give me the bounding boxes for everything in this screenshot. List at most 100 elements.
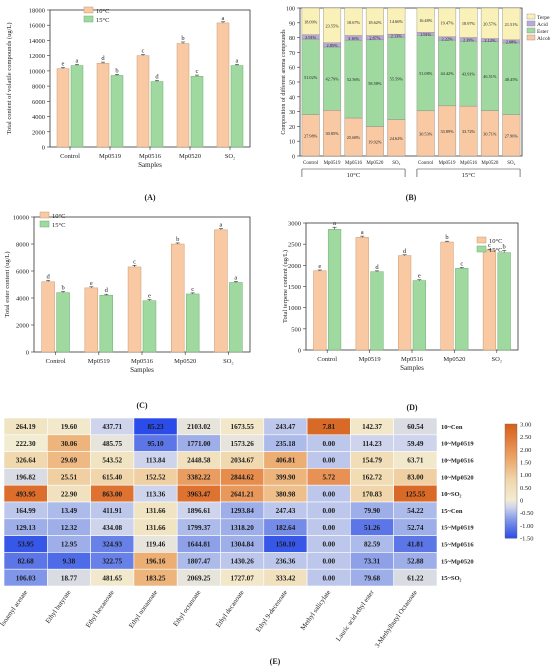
bar xyxy=(482,249,497,351)
y-tick-label: 2000 xyxy=(32,129,45,136)
colorbar-step xyxy=(505,484,517,488)
significance-letter: e xyxy=(418,273,421,280)
stacked-segment xyxy=(387,7,406,35)
y-tick-label: 10000 xyxy=(29,68,45,75)
y-tick-label: 50 xyxy=(289,81,295,87)
bar xyxy=(56,68,70,148)
y-tick-label: 4000 xyxy=(16,296,29,303)
heatmap-row-label: 10~Mp0519 xyxy=(441,441,474,448)
colorbar-tick-label: 1.50 xyxy=(520,460,531,467)
bar xyxy=(99,295,114,353)
heatmap-cell-value: 5.72 xyxy=(322,474,335,482)
heatmap-cell-value: 61.22 xyxy=(407,574,424,582)
x-tick-label: Control xyxy=(60,153,80,160)
significance-letter: c xyxy=(460,260,463,267)
heatmap-cell-value: 333.42 xyxy=(276,574,296,582)
colorbar-step xyxy=(505,503,517,507)
significance-letter: d xyxy=(375,264,379,271)
segment-label: 23.55% xyxy=(325,23,339,28)
segment-label: 30.71% xyxy=(483,131,497,136)
segment-label: 43.91% xyxy=(462,72,476,77)
y-tick-label: 1500 xyxy=(288,284,301,291)
heatmap-cell-value: 162.72 xyxy=(362,474,382,482)
colorbar-step xyxy=(505,479,517,482)
heatmap-cell-value: 0.00 xyxy=(322,490,335,498)
heatmap-cell-value: 63.71 xyxy=(407,457,424,465)
x-tick-label: Mp0516 xyxy=(460,161,477,166)
bar xyxy=(398,255,412,351)
heatmap-cell-value: 1673.55 xyxy=(230,423,254,431)
colorbar-step xyxy=(505,505,517,509)
heatmap-cell-value: 324.93 xyxy=(102,541,122,549)
bar xyxy=(185,293,200,353)
colorbar-step xyxy=(505,437,517,440)
heatmap-cell-value: 114.23 xyxy=(362,440,382,448)
colorbar-tick-label: 2.50 xyxy=(520,434,531,441)
colorbar-step xyxy=(505,519,517,522)
y-tick-label: 8000 xyxy=(16,242,29,249)
x-axis-label: Samples xyxy=(130,366,154,374)
colorbar-step xyxy=(505,530,517,533)
heatmap-cell-value: 131.66 xyxy=(146,524,166,532)
significance-letter: e xyxy=(62,60,65,67)
bar xyxy=(214,229,228,353)
x-tick-label: Control xyxy=(317,356,337,363)
heatmap-cell xyxy=(393,568,438,587)
heatmap-cell-value: 2641.21 xyxy=(230,490,254,498)
heatmap-cell-value: 182.64 xyxy=(276,524,296,532)
significance-letter: c xyxy=(133,258,136,265)
y-tick-label: 30 xyxy=(289,110,295,116)
segment-label: 27.96% xyxy=(505,133,519,138)
significance-letter: a xyxy=(361,229,364,236)
segment-label: 18.62% xyxy=(368,20,382,25)
colorbar-step xyxy=(505,443,517,446)
colorbar-step xyxy=(505,492,517,495)
significance-letter: c xyxy=(196,68,199,75)
x-tick-label: Mp0520 xyxy=(179,153,201,160)
y-tick-label: 18000 xyxy=(29,8,45,15)
segment-label: 2.85% xyxy=(327,43,339,48)
segment-label: 19.92% xyxy=(368,139,382,144)
heatmap-cell-value: 0.00 xyxy=(322,558,335,566)
heatmap-cell-value: 51.26 xyxy=(364,524,381,532)
y-tick-label: 6000 xyxy=(16,269,29,276)
heatmap-cell-value: 0.00 xyxy=(322,541,335,549)
heatmap-column-label: Ethyl decanoate xyxy=(215,589,246,629)
heatmap-cell-value: 113.84 xyxy=(146,457,166,465)
significance-letter: e xyxy=(148,293,151,300)
colorbar-step xyxy=(505,490,517,493)
bar xyxy=(313,270,327,351)
colorbar-step xyxy=(505,463,517,467)
y-tick-label: 90 xyxy=(289,21,295,27)
colorbar-step xyxy=(505,429,517,433)
significance-letter: c xyxy=(191,286,194,293)
heatmap-cell-value: 60.54 xyxy=(407,423,424,431)
segment-label: 18.67% xyxy=(347,20,361,25)
x-tick-label: Mp0519 xyxy=(439,161,456,166)
heatmap-cell-value: 9.38 xyxy=(63,558,76,566)
bar xyxy=(110,75,124,148)
x-tick-label: Mp0519 xyxy=(359,356,381,363)
colorbar-step xyxy=(505,501,517,505)
heatmap-cell-value: 235.18 xyxy=(276,440,296,448)
heatmap-column-label: Methyl salicylate xyxy=(300,589,333,632)
colorbar-step xyxy=(505,515,517,518)
heatmap-cell-value: 2844.62 xyxy=(230,474,254,482)
stacked-segment xyxy=(323,7,342,43)
significance-letter: b xyxy=(503,244,506,251)
heatmap-row-label: 15~SO₂ xyxy=(441,575,462,582)
segment-label: 21.51% xyxy=(505,22,519,27)
significance-letter: b xyxy=(176,236,179,243)
heatmap-cell-value: 196.16 xyxy=(146,558,166,566)
heatmap-cell-value: 142.37 xyxy=(362,423,382,431)
bar xyxy=(216,22,230,148)
heatmap-cell-value: 30.06 xyxy=(61,440,78,448)
bar xyxy=(41,281,55,353)
heatmap-column-label: Lauric acid ethyl ester xyxy=(335,589,376,643)
colorbar-step xyxy=(505,481,517,484)
heatmap-cell-value: 437.71 xyxy=(102,423,122,431)
heatmap-cell-value: 154.79 xyxy=(362,457,382,465)
bar xyxy=(412,280,426,351)
heatmap-cell-value: 113.36 xyxy=(146,490,166,498)
